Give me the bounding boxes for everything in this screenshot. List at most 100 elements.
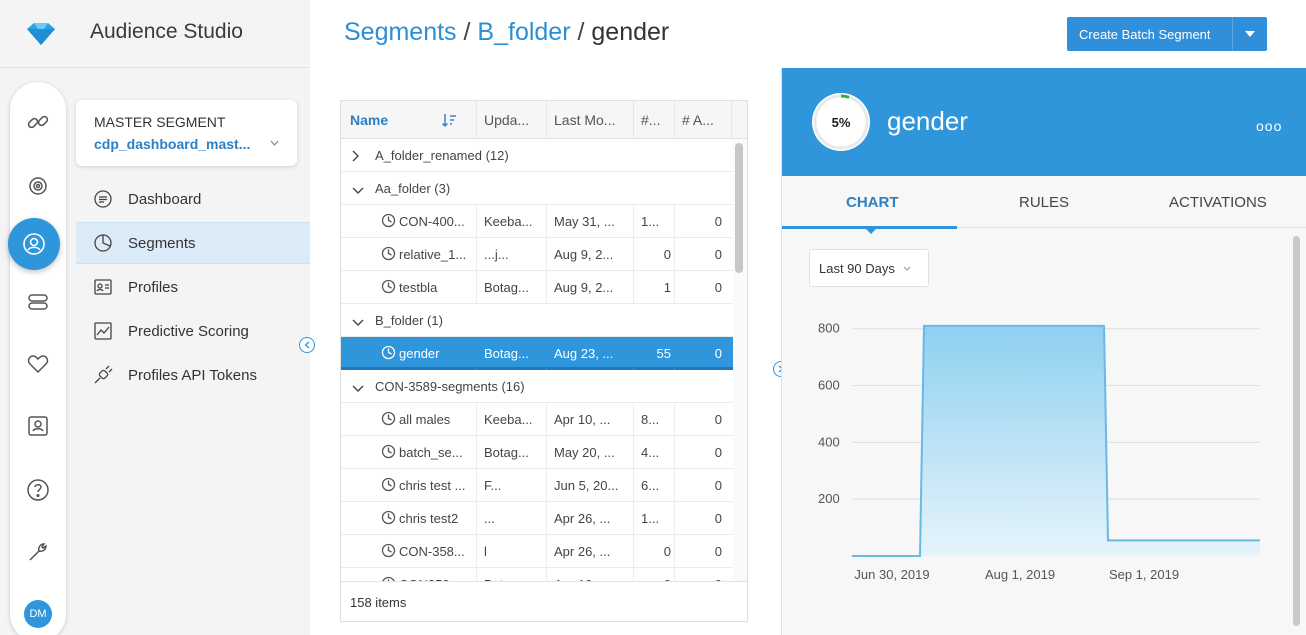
segment-clock-icon (381, 279, 396, 294)
segment-clock-icon (382, 576, 395, 581)
activation-count: 0 (682, 577, 722, 581)
collapse-sidebar-button[interactable] (299, 337, 315, 353)
segment-name: CON-358... (399, 544, 465, 559)
stack-icon[interactable] (24, 288, 52, 316)
master-segment-selector[interactable]: MASTER SEGMENT cdp_dashboard_mast... (76, 100, 297, 166)
chevron-down-icon[interactable] (352, 319, 364, 327)
profile-count: 0 (641, 577, 671, 581)
activation-count: 0 (714, 478, 722, 493)
chevron-down-icon[interactable] (352, 187, 364, 195)
date-range-value: Last 90 Days (819, 260, 895, 276)
profile-count: 0 (663, 247, 671, 262)
dashboard-icon (76, 189, 124, 209)
table-row[interactable]: chris test2... Apr 26, ... 1... 0 (341, 502, 733, 535)
table-row[interactable]: CON358... Bota... Apr 10, ... 0 0 (341, 568, 733, 581)
table-scrollbar[interactable] (735, 143, 743, 273)
folder-row[interactable]: B_folder (1) (341, 304, 733, 337)
table-header: Name Upda... Last Mo... #... # A... (341, 101, 747, 139)
table-row[interactable]: CON-400... Keeba... May 31, ... 1... 0 (341, 205, 733, 238)
segment-name: batch_se... (399, 445, 463, 460)
folder-row[interactable]: Aa_folder (3) (341, 172, 733, 205)
date-range-select[interactable]: Last 90 Days (809, 249, 929, 287)
detail-scrollbar[interactable] (1293, 236, 1300, 626)
last-modified: Apr 26, ... (554, 511, 611, 526)
profile-card-icon[interactable] (24, 412, 52, 440)
segment-name: relative_1... (399, 247, 467, 262)
tab-activations[interactable]: ACTIVATIONS (1169, 194, 1267, 211)
activation-count: 0 (714, 511, 722, 526)
updated-by: Bota... (484, 577, 542, 581)
folder-row[interactable]: A_folder_renamed (12) (341, 139, 733, 172)
chart-line (852, 324, 1260, 557)
sidebar-item-predictive-scoring[interactable]: Predictive Scoring (76, 310, 310, 352)
column-header-count[interactable]: #... (641, 112, 661, 128)
percent-progress-ring (813, 94, 869, 150)
tab-chart[interactable]: CHART (846, 194, 899, 211)
sidebar-item-label: Dashboard (128, 190, 202, 208)
detail-tabs: CHART RULES ACTIVATIONS (782, 176, 1306, 228)
top-header: Audience Studio Segments / B_folder / ge… (0, 0, 1306, 68)
table-row[interactable]: relative_1... ...j... Aug 9, 2... 0 0 (341, 238, 733, 271)
updated-by: Keeba... (484, 412, 533, 427)
table-footer: 158 items (341, 581, 747, 621)
audience-nav-active[interactable] (8, 218, 60, 270)
updated-by: Keeba... (484, 214, 533, 229)
column-header-updated[interactable]: Upda... (484, 112, 530, 128)
create-dropdown-toggle[interactable] (1233, 31, 1267, 37)
audience-user-icon (23, 233, 45, 255)
table-row[interactable]: all males Keeba... Apr 10, ... 8... 0 (341, 403, 733, 436)
chevron-down-icon[interactable] (352, 385, 364, 393)
master-segment-value: cdp_dashboard_mast... (94, 136, 251, 152)
profile-count: 4... (641, 445, 660, 460)
segment-clock-icon (381, 213, 396, 228)
settings-gear-icon[interactable] (24, 172, 52, 200)
more-options-icon[interactable]: ooo (1256, 118, 1283, 134)
x-tick-label: Aug 1, 2019 (985, 567, 1055, 582)
diamond-logo-icon[interactable] (24, 20, 58, 48)
table-row[interactable]: batch_se... Botag... May 20, ... 4... 0 (341, 436, 733, 469)
sidebar-item-profiles-api-tokens[interactable]: Profiles API Tokens (76, 354, 310, 396)
sidebar-item-segments[interactable]: Segments (76, 222, 310, 264)
table-row[interactable]: testbla Botag... Aug 9, 2... 1 0 (341, 271, 733, 304)
breadcrumb-segments-link[interactable]: Segments (344, 18, 457, 46)
icon-rail: DM (8, 82, 66, 635)
item-count: 158 items (350, 595, 407, 610)
folder-row[interactable]: CON-3589-segments (16) (341, 370, 733, 403)
last-modified: May 20, ... (554, 445, 615, 460)
tab-rules[interactable]: RULES (1019, 194, 1070, 211)
sort-ascending-icon[interactable] (441, 112, 457, 128)
segment-name: CON-400... (399, 214, 465, 229)
wrench-icon[interactable] (24, 538, 52, 566)
sidebar-item-profiles[interactable]: Profiles (76, 266, 310, 308)
user-avatar[interactable]: DM (24, 600, 52, 628)
create-batch-segment-button[interactable]: Create Batch Segment (1067, 17, 1267, 51)
profile-count: 1 (663, 280, 671, 295)
y-tick-label: 200 (818, 491, 840, 506)
table-row[interactable]: chris test ... F... Jun 5, 20... 6... 0 (341, 469, 733, 502)
sidebar-item-dashboard[interactable]: Dashboard (76, 178, 310, 220)
updated-by: F... (484, 478, 502, 493)
caret-down-icon (1245, 31, 1255, 37)
activation-count: 0 (714, 214, 722, 229)
table-body: A_folder_renamed (12) Aa_folder (3) CON-40… (341, 139, 733, 581)
column-header-name[interactable]: Name (350, 112, 389, 128)
column-header-last-modified[interactable]: Last Mo... (554, 112, 616, 128)
breadcrumb-folder-link[interactable]: B_folder (477, 18, 571, 46)
chevron-right-icon[interactable] (352, 150, 360, 162)
link-icon[interactable] (24, 108, 52, 136)
sidebar-item-label: Profiles API Tokens (128, 366, 257, 384)
heart-icon[interactable] (24, 350, 52, 378)
column-header-activations[interactable]: # A... (682, 112, 714, 128)
help-icon[interactable] (24, 476, 52, 504)
updated-by: l (484, 544, 487, 559)
last-modified: Jun 5, 20... (554, 478, 619, 493)
pie-chart-icon (76, 233, 124, 253)
profile-count: 1... (641, 511, 660, 526)
x-tick-label: Sep 1, 2019 (1109, 567, 1179, 582)
app-title: Audience Studio (90, 20, 243, 43)
segment-detail-panel: 5% gender ooo CHART RULES ACTIVATIONS La… (781, 68, 1306, 635)
folder-label: Aa_folder (3) (375, 181, 451, 196)
master-segment-label: MASTER SEGMENT (94, 114, 226, 130)
table-row[interactable]: gender Botag... Aug 23, ... 55 0 (341, 337, 733, 370)
table-row[interactable]: CON-358... l Apr 26, ... 0 0 (341, 535, 733, 568)
